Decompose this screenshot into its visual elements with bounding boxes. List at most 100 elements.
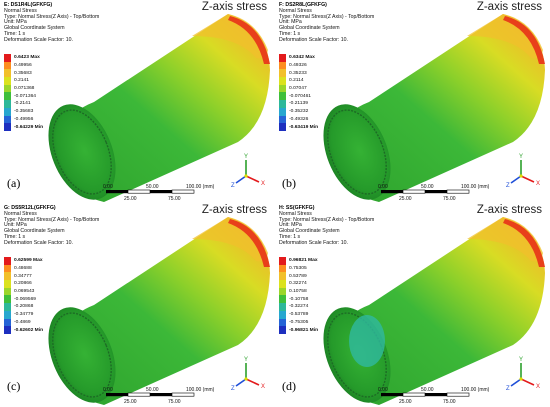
scale-label-100: 100.00 (mm) xyxy=(461,184,490,190)
panel-header: E: DS1R4L(GFKFG) Normal Stress Type: Nor… xyxy=(4,2,100,44)
x-axis-label: X xyxy=(261,181,265,187)
legend-value: 0.6342 Max xyxy=(289,55,315,61)
legend-value: -0.35683 xyxy=(14,109,34,115)
legend-row: 0.62599 Max xyxy=(4,257,43,265)
axis-triad: Y X Z xyxy=(506,154,540,188)
axis-triad: Y X Z xyxy=(231,357,265,391)
legend-swatch xyxy=(279,69,286,78)
scale-bar-graphic: 0.00 50.00 100.00 (mm) 25.00 75.00 xyxy=(103,184,215,202)
header-line: Unit: MPa xyxy=(4,222,27,229)
header-line: Type: Normal Stress(Z Axis) - Top/Bottom xyxy=(4,13,100,20)
end-face-ring xyxy=(52,312,112,398)
z-axis-label: Z xyxy=(506,386,510,391)
legend-value: -0.2141 xyxy=(14,101,31,107)
model-name: G: DS5R12L(GFKFG) xyxy=(4,205,56,211)
legend-swatch xyxy=(4,100,11,108)
legend-swatch xyxy=(279,310,286,319)
legend-row: -0.49956 xyxy=(4,115,43,124)
legend-value: 0.62599 Max xyxy=(14,258,43,264)
legend-row: -0.4869 xyxy=(4,318,43,327)
axis-triad: Y X Z xyxy=(506,357,540,391)
scale-label-50: 50.00 xyxy=(421,184,434,190)
y-axis-label: Y xyxy=(244,357,248,363)
legend-swatch xyxy=(4,115,11,124)
legend-swatch xyxy=(4,123,11,131)
legend-swatch xyxy=(4,77,11,85)
z-axis-label: Z xyxy=(231,386,235,391)
legend-value: 0.2114 xyxy=(289,78,304,84)
header-line: Global Coordinate System xyxy=(279,25,340,32)
scale-label-25: 25.00 xyxy=(124,399,137,405)
legend-swatch xyxy=(4,92,11,101)
model-name: F: DS2R8L(GFKFG) xyxy=(279,2,327,8)
header-line: Unit: MPa xyxy=(279,19,302,26)
model-name: E: DS1R4L(GFKFG) xyxy=(4,2,53,8)
x-axis-label: X xyxy=(536,181,540,187)
legend-swatch xyxy=(279,92,286,101)
header-line: Deformation Scale Factor: 10. xyxy=(279,36,348,43)
legend-value: -0.75305 xyxy=(289,319,309,325)
legend-row: 0.07047 xyxy=(279,84,318,93)
top-edge-band xyxy=(192,217,268,262)
legend-value: -0.20868 xyxy=(14,304,34,310)
legend-swatch xyxy=(279,100,286,108)
legend-swatch xyxy=(279,295,286,304)
z-axis-stress-title: Z-axis stress xyxy=(476,204,542,216)
legend-row: 0.96821 Max xyxy=(279,257,318,265)
scale-bar-graphic: 0.00 50.00 100.00 (mm) 25.00 75.00 xyxy=(378,387,490,405)
legend-swatch xyxy=(4,84,11,93)
stress-legend: 0.62599 Max 0.48688 0.34777 0.20866 0.069543… xyxy=(4,257,43,334)
cylinder-contour xyxy=(48,217,270,405)
legend-row: 0.35683 xyxy=(4,69,43,78)
legend-row: 0.10758 xyxy=(279,287,318,296)
header-line: Type: Normal Stress(Z Axis) - Top/Bottom xyxy=(279,216,375,223)
scale-label-50: 50.00 xyxy=(146,387,159,393)
rim-highlight xyxy=(503,219,545,267)
legend-row: -0.070461 xyxy=(279,92,318,101)
legend-swatch xyxy=(279,61,286,70)
legend-row: 0.6342 Max xyxy=(279,54,318,62)
legend-value: -0.21139 xyxy=(289,101,308,107)
panel-header: F: DS2R8L(GFKFG) Normal Stress Type: Nor… xyxy=(279,2,374,44)
z-axis-label: Z xyxy=(231,183,235,188)
legend-row: -0.35683 xyxy=(4,107,43,116)
legend-row: -0.35232 xyxy=(279,107,318,116)
header-line: Normal Stress xyxy=(279,7,312,14)
legend-value: 0.6423 Max xyxy=(14,55,40,61)
scale-label-75: 75.00 xyxy=(443,399,456,405)
legend-row: -0.75305 xyxy=(279,318,318,327)
cylinder-end-face xyxy=(48,104,116,200)
legend-swatch xyxy=(4,303,11,311)
y-axis-label: Y xyxy=(519,357,523,363)
end-face-ring xyxy=(327,109,387,195)
legend-value: 0.10758 xyxy=(289,289,307,295)
legend-row: 0.069543 xyxy=(4,287,43,296)
legend-value: -0.49326 xyxy=(289,116,309,122)
legend-swatch xyxy=(279,264,286,273)
legend-swatch xyxy=(4,264,11,273)
cylinder-end-face xyxy=(323,104,391,200)
legend-row: -0.32274 xyxy=(279,303,318,311)
panel-tag: (c) xyxy=(7,379,21,393)
legend-value: 0.34777 xyxy=(14,273,32,279)
axis-triad: Y X Z xyxy=(231,154,265,188)
header-line: Global Coordinate System xyxy=(4,228,65,235)
scale-label-75: 75.00 xyxy=(443,196,456,202)
legend-swatch xyxy=(4,295,11,304)
legend-value: 0.32274 xyxy=(289,281,307,287)
legend-value: -0.63419 Min xyxy=(289,124,319,130)
scale-label-100: 100.00 (mm) xyxy=(186,184,215,190)
legend-swatch xyxy=(279,318,286,327)
header-line: Deformation Scale Factor: 10. xyxy=(4,36,73,43)
legend-row: 0.32274 xyxy=(279,280,318,288)
header-line: Normal Stress xyxy=(279,210,312,217)
legend-swatch xyxy=(279,257,286,265)
scale-label-50: 50.00 xyxy=(421,387,434,393)
rim-highlight xyxy=(228,16,270,64)
legend-row: -0.49326 xyxy=(279,115,318,124)
y-axis-label: Y xyxy=(244,154,248,160)
cylinder-contour xyxy=(323,217,545,405)
legend-value: -0.071364 xyxy=(14,93,37,99)
scale-label-50: 50.00 xyxy=(146,184,159,190)
legend-row: 0.49956 xyxy=(4,61,43,70)
